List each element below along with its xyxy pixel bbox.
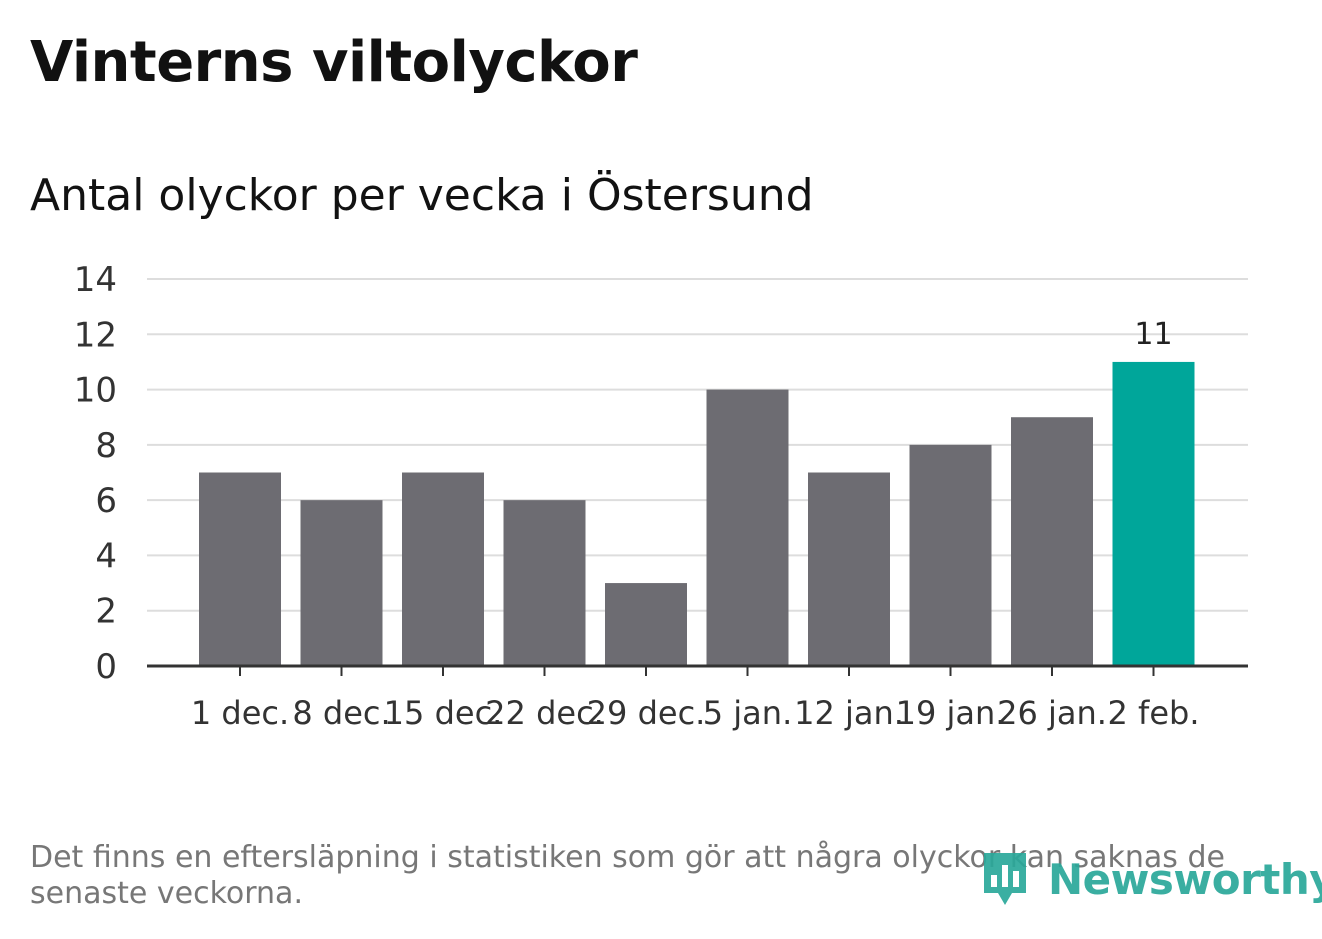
y-tick-label: 12: [74, 315, 117, 355]
bar: [1011, 417, 1093, 666]
y-tick-label: 0: [95, 647, 117, 687]
bar: [605, 583, 687, 666]
x-tick-label: 22 dec.: [485, 694, 604, 732]
x-tick-label: 19 jan.: [896, 694, 1006, 732]
x-tick-label: 2 feb.: [1108, 694, 1200, 732]
y-tick-label: 14: [74, 260, 117, 300]
bar: [300, 500, 383, 666]
x-tick-label: 5 jan.: [703, 694, 792, 732]
x-tick-label: 8 dec.: [292, 694, 390, 732]
bar: [503, 500, 586, 666]
y-tick-label: 8: [95, 426, 117, 466]
newsworthy-logo-icon: [984, 853, 1026, 905]
x-tick-label: 12 jan.: [794, 694, 904, 732]
bar: [199, 472, 281, 666]
bar: [402, 472, 484, 666]
bar: [909, 444, 992, 666]
x-tick-label: 1 dec.: [191, 694, 289, 732]
x-tick-label: 29 dec.: [587, 694, 706, 732]
bar: [706, 389, 789, 666]
chart-subtitle: Antal olyckor per vecka i Östersund: [30, 170, 814, 221]
x-tick-label: 26 jan.: [997, 694, 1107, 732]
y-tick-label: 10: [74, 371, 117, 411]
logo-text: Newsworthy: [1048, 854, 1322, 904]
newsworthy-logo: Newsworthy: [980, 848, 1322, 910]
x-tick-label: 15 dec.: [384, 694, 503, 732]
y-tick-label: 4: [95, 536, 117, 576]
y-tick-label: 6: [95, 481, 117, 521]
data-label: 11: [1134, 317, 1172, 352]
bar: [1112, 361, 1195, 666]
bar: [808, 472, 890, 666]
chart-title: Vinterns viltolyckor: [30, 30, 638, 95]
y-tick-label: 2: [95, 592, 117, 632]
